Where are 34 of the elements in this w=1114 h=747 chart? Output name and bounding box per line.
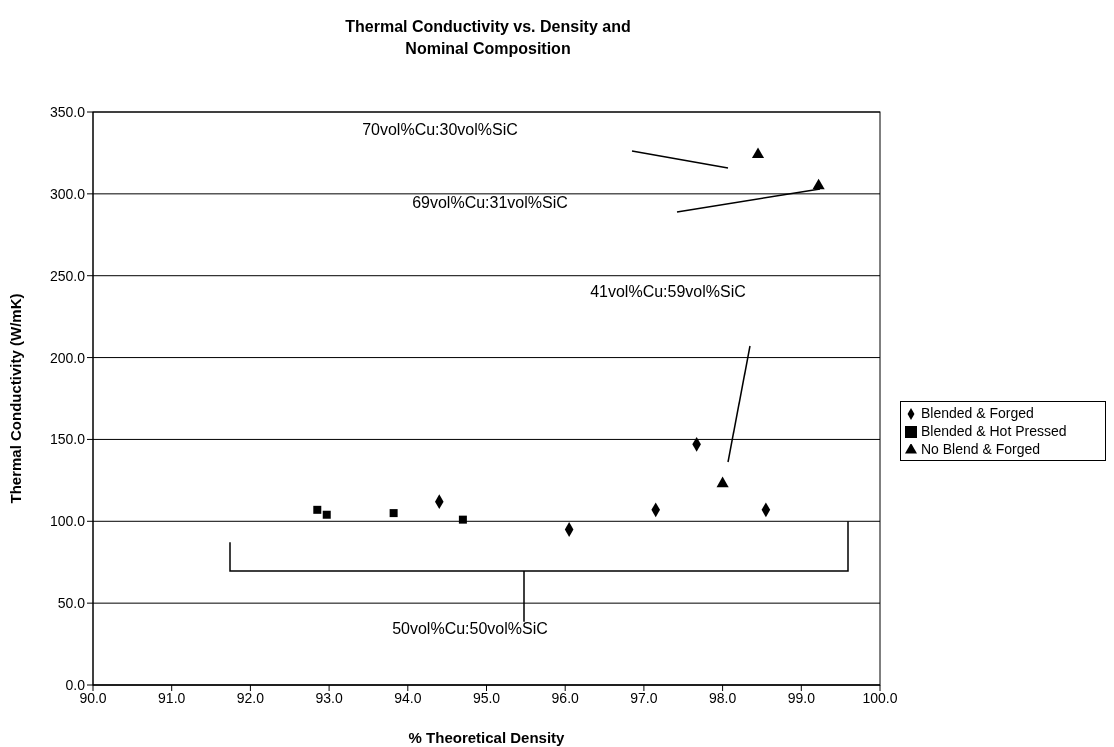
y-tick-label: 350.0 [49,103,86,120]
x-tick-label: 93.0 [315,689,343,706]
x-tick-label: 92.0 [236,689,265,706]
annotation: 69vol%Cu:31vol%SiC [412,194,568,211]
point [751,147,765,159]
legend-label: Blended & Hot Pressed [921,423,1067,439]
point [458,515,467,524]
x-tick-label: 91.0 [158,689,186,706]
annotation: 50vol%Cu:50vol%SiC [392,620,548,637]
y-tick-label: 200.0 [49,349,86,366]
point [812,178,825,190]
y-tick-label: 150.0 [49,431,86,448]
y-tick-label: 300.0 [49,185,86,202]
point [716,476,729,488]
x-tick-label: 95.0 [472,689,501,706]
point [313,505,322,514]
x-tick-label: 100.0 [862,689,898,706]
x-tick-label: 94.0 [394,689,422,706]
x-tick-label: 98.0 [708,689,737,706]
x-axis-title: % Theoretical Density [408,729,566,746]
chart-title: Thermal Conductivity vs. Density and Nominal Composition [344,17,632,59]
y-axis-title: Thermal Conductivity (W/mK) [7,293,25,504]
legend-label: No Blend & Forged [921,441,1041,457]
y-tick-label: 250.0 [49,267,86,284]
y-tick-label: 50.0 [57,595,86,612]
legend-label: Blended & Forged [921,405,1034,421]
point [322,510,331,519]
x-tick-label: 99.0 [787,689,816,706]
x-tick-label: 97.0 [630,689,658,706]
x-tick-label: 96.0 [551,689,580,706]
y-tick-label: 100.0 [49,513,86,530]
annotation: 41vol%Cu:59vol%SiC [590,283,746,300]
point [389,509,398,518]
annotation: 70vol%Cu:30vol%SiC [362,121,518,138]
